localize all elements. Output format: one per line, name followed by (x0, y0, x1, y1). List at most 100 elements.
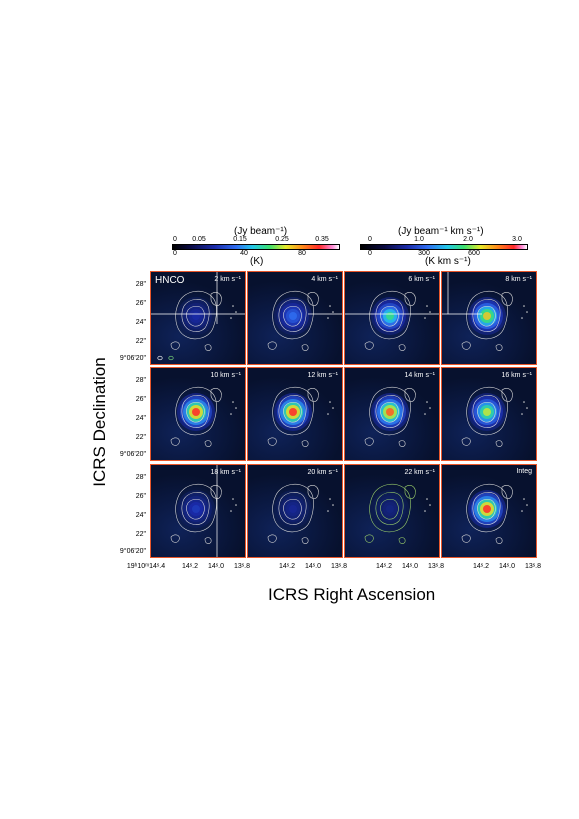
contour-dot (329, 498, 331, 500)
y-tick-label: 22" (135, 531, 146, 538)
colorbar-left-tick: 0.35 (315, 236, 329, 243)
panel-image (170, 465, 237, 557)
contour-line (477, 498, 496, 520)
velocity-label: 14 km s⁻¹ (404, 372, 435, 379)
contour-line (461, 534, 471, 543)
contour-line (301, 440, 309, 447)
contour-dot (424, 510, 426, 512)
y-tick-label: 24" (135, 415, 146, 422)
emission-level (386, 408, 394, 416)
contour-dot (521, 413, 523, 415)
contour-dot (424, 413, 426, 415)
contour-dot (327, 317, 329, 319)
channel-panel: Integ (441, 464, 537, 558)
contour-dot (429, 311, 431, 313)
contour-dot (526, 504, 528, 506)
contour-line (181, 395, 210, 428)
contour-line (267, 341, 277, 350)
y-tick-label: 26" (135, 300, 146, 307)
emission-level (289, 312, 297, 320)
contour-line (278, 299, 307, 332)
contour-line (380, 498, 399, 520)
contour-line (501, 388, 513, 402)
contour-line (398, 440, 406, 447)
contour-dot (327, 510, 329, 512)
contour-line (175, 290, 217, 340)
contour-line (398, 537, 406, 544)
colorbar-right-tick: 2.0 (463, 236, 473, 243)
contour-line (404, 485, 416, 499)
emission-level (386, 312, 394, 320)
contour-dot (332, 311, 334, 313)
contour-line (272, 483, 314, 533)
contour-dot (521, 510, 523, 512)
contour-line (301, 344, 309, 351)
panel-image (170, 386, 237, 447)
colorbar-left-kelvin-tick: 40 (240, 250, 248, 257)
contour-line (267, 437, 277, 446)
contour-line (175, 483, 217, 533)
contour-dot (230, 510, 232, 512)
contour-line (210, 485, 222, 499)
contour-line (369, 386, 411, 436)
x-tick-label: 14ˢ.2 (278, 563, 296, 570)
panel-image (151, 272, 245, 361)
contour-line (461, 341, 471, 350)
contour-line (375, 395, 404, 428)
contour-dot (523, 498, 525, 500)
panel-image (364, 386, 431, 447)
contour-dot (329, 401, 331, 403)
velocity-label: 22 km s⁻¹ (404, 469, 435, 476)
panel-image (442, 272, 528, 351)
colorbar-left-gradient (172, 244, 340, 250)
panel-image (461, 386, 528, 447)
emission-level (289, 505, 297, 513)
emission-level (192, 505, 200, 513)
y-tick-label: 22" (135, 338, 146, 345)
x-tick-label: 14ˢ.2 (181, 563, 199, 570)
y-tick-label: 9°06'20" (119, 355, 146, 362)
beam-ellipse (168, 355, 174, 361)
emission-level (483, 408, 491, 416)
contour-line (398, 344, 406, 351)
contour-line (267, 534, 277, 543)
y-tick-label: 28" (135, 281, 146, 288)
contour-line (272, 290, 314, 340)
x-tick-label: 13ˢ.8 (330, 563, 348, 570)
contour-dot (429, 504, 431, 506)
x-tick-label: 13ˢ.8 (524, 563, 542, 570)
x-axis-title: ICRS Right Ascension (268, 585, 436, 604)
contour-line (466, 290, 508, 340)
colorbar-left-kelvin-tick: 0 (173, 250, 177, 257)
emission-level (483, 312, 491, 320)
contour-line (170, 341, 180, 350)
x-tick-label: 13ˢ.8 (427, 563, 445, 570)
colorbar-left-tick: 0.25 (275, 236, 289, 243)
y-tick-label: 28" (135, 474, 146, 481)
contour-dot (523, 305, 525, 307)
contour-dot (526, 311, 528, 313)
contour-line (181, 492, 210, 525)
contour-line (369, 290, 411, 340)
contour-line (175, 386, 217, 436)
x-tick-label: 19ʰ10ᵐ14ˢ.4 (126, 563, 166, 570)
x-tick-label: 14ˢ.0 (304, 563, 322, 570)
colorbar-left-tick: 0.15 (233, 236, 247, 243)
contour-line (204, 440, 212, 447)
velocity-label: 10 km s⁻¹ (210, 372, 241, 379)
contour-line (404, 388, 416, 402)
channel-panel: 4 km s⁻¹ (247, 271, 343, 365)
contour-dot (327, 413, 329, 415)
x-tick-label: 14ˢ.0 (498, 563, 516, 570)
channel-panel: 12 km s⁻¹ (247, 367, 343, 461)
emission-level (192, 408, 200, 416)
channel-panel: 14 km s⁻¹ (344, 367, 440, 461)
contour-line (501, 292, 513, 306)
velocity-label: 2 km s⁻¹ (214, 276, 241, 283)
channel-panel: 18 km s⁻¹ (150, 464, 246, 558)
molecule-label: HNCO (155, 275, 185, 286)
colorbar-right-title: (Jy beam⁻¹ km s⁻¹) (398, 226, 484, 237)
contour-dot (235, 311, 237, 313)
y-tick-label: 24" (135, 512, 146, 519)
colorbar-right-kelvin-tick: 0 (368, 250, 372, 257)
